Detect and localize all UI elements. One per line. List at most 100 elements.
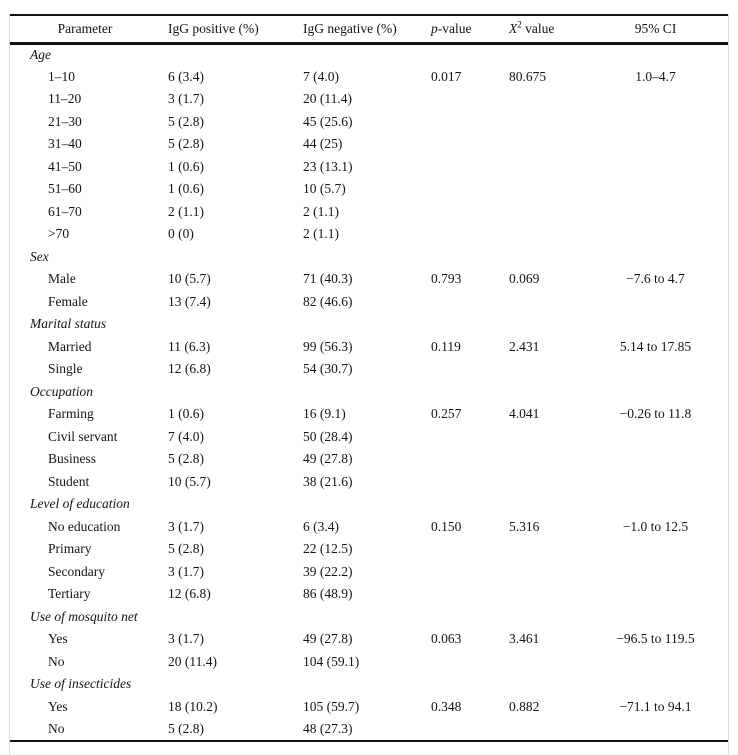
section-row: Use of mosquito net [10, 606, 728, 629]
cell-igg-negative: 2 (1.1) [303, 226, 339, 242]
cell-igg-negative: 38 (21.6) [303, 473, 353, 489]
cell-igg-positive: 6 (3.4) [168, 68, 204, 84]
cell-95-ci [583, 538, 728, 561]
p-value-italic-part: p [431, 20, 438, 36]
cell-igg-positive: 10 (5.7) [168, 473, 211, 489]
cell-igg-positive: 1 (0.6) [168, 406, 204, 422]
cell-igg-positive: 3 (1.7) [168, 91, 204, 107]
cell-parameter: Single [48, 361, 83, 377]
col-header-95-ci: 95% CI [583, 15, 728, 45]
header-row: Parameter IgG positive (%) IgG negative … [10, 15, 728, 45]
cell-parameter: No [48, 720, 65, 736]
cell-95-ci: −7.6 to 4.7 [626, 271, 685, 287]
table-row: Male 10 (5.7) 71 (40.3) 0.793 0.069 −7.6 to 4… [10, 268, 728, 291]
col-header-parameter: Parameter [10, 15, 160, 45]
cell-95-ci: −96.5 to 119.5 [616, 631, 695, 647]
cell-igg-positive: 5 (2.8) [168, 541, 204, 557]
cell-95-ci: 5.14 to 17.85 [619, 338, 692, 354]
cell-parameter: Civil servant [48, 428, 118, 444]
cell-95-ci [583, 358, 728, 381]
cell-igg-negative: 105 (59.7) [303, 698, 360, 714]
cell-95-ci [583, 448, 728, 471]
table-row: 61–70 2 (1.1) 2 (1.1) [10, 201, 728, 224]
section-row: Age [10, 43, 728, 66]
cell-parameter: Student [48, 473, 90, 489]
cell-igg-positive: 3 (1.7) [168, 518, 204, 534]
cell-chi-value [498, 561, 583, 584]
table-row: No education 3 (1.7) 6 (3.4) 0.150 5.316 −1.0… [10, 516, 728, 539]
section-label: Use of insecticides [30, 676, 132, 692]
section-label: Sex [30, 248, 49, 264]
section-row: Sex [10, 246, 728, 269]
table-row: Single 12 (6.8) 54 (30.7) [10, 358, 728, 381]
cell-parameter: 41–50 [48, 158, 82, 174]
cell-95-ci [583, 718, 728, 741]
cell-95-ci [583, 291, 728, 314]
cell-p-value: 0.257 [431, 406, 462, 422]
cell-chi-value: 0.882 [509, 698, 540, 714]
cell-igg-negative: 44 (25) [303, 136, 343, 152]
section-label: Level of education [30, 496, 130, 512]
section-label: Use of mosquito net [30, 608, 138, 624]
cell-igg-negative: 39 (22.2) [303, 563, 353, 579]
table-row: Tertiary 12 (6.8) 86 (48.9) [10, 583, 728, 606]
cell-chi-value [498, 156, 583, 179]
cell-igg-positive: 12 (6.8) [168, 361, 211, 377]
section-row: Marital status [10, 313, 728, 336]
cell-p-value [424, 178, 498, 201]
cell-parameter: Married [48, 338, 92, 354]
cell-chi-value: 2.431 [509, 338, 540, 354]
table-header: Parameter IgG positive (%) IgG negative … [10, 15, 728, 45]
cell-parameter: Secondary [48, 563, 105, 579]
cell-parameter: 21–30 [48, 113, 82, 129]
cell-igg-negative: 54 (30.7) [303, 361, 353, 377]
cell-p-value: 0.119 [431, 338, 461, 354]
section-label: Occupation [30, 383, 93, 399]
cell-igg-positive: 11 (6.3) [168, 338, 211, 354]
table-row: Secondary 3 (1.7) 39 (22.2) [10, 561, 728, 584]
cell-p-value [424, 651, 498, 674]
table-row: Civil servant 7 (4.0) 50 (28.4) [10, 426, 728, 449]
cell-p-value [424, 561, 498, 584]
cell-parameter: 51–60 [48, 181, 82, 197]
cell-95-ci: −0.26 to 11.8 [619, 406, 692, 422]
table-row: Yes 3 (1.7) 49 (27.8) 0.063 3.461 −96.5 to 11… [10, 628, 728, 651]
cell-igg-positive: 1 (0.6) [168, 158, 204, 174]
cell-p-value [424, 88, 498, 111]
cell-95-ci [583, 156, 728, 179]
cell-igg-positive: 2 (1.1) [168, 203, 204, 219]
cell-igg-negative: 6 (3.4) [303, 518, 339, 534]
cell-igg-negative: 50 (28.4) [303, 428, 353, 444]
cell-95-ci [583, 133, 728, 156]
cell-parameter: 11–20 [48, 91, 82, 107]
table-row: 1–10 6 (3.4) 7 (4.0) 0.017 80.675 1.0–4.7 [10, 66, 728, 89]
cell-chi-value [498, 223, 583, 246]
cell-chi-value [498, 426, 583, 449]
cell-p-value [424, 133, 498, 156]
cell-95-ci [583, 223, 728, 246]
cell-95-ci: −1.0 to 12.5 [622, 518, 689, 534]
cell-chi-value: 4.041 [509, 406, 540, 422]
cell-parameter: No education [48, 518, 121, 534]
cell-igg-positive: 12 (6.8) [168, 586, 211, 602]
cell-p-value [424, 538, 498, 561]
cell-chi-value [498, 291, 583, 314]
cell-igg-negative: 82 (46.6) [303, 293, 353, 309]
cell-igg-positive: 20 (11.4) [168, 653, 217, 669]
cell-igg-positive: 3 (1.7) [168, 631, 204, 647]
section-row: Occupation [10, 381, 728, 404]
cell-95-ci [583, 111, 728, 134]
cell-chi-value: 5.316 [509, 518, 540, 534]
cell-chi-value [498, 358, 583, 381]
chi-rest-part: value [521, 20, 555, 36]
cell-igg-negative: 23 (13.1) [303, 158, 353, 174]
cell-p-value [424, 471, 498, 494]
cell-igg-positive: 7 (4.0) [168, 428, 204, 444]
table-row: No 5 (2.8) 48 (27.3) [10, 718, 728, 741]
cell-igg-negative: 86 (48.9) [303, 586, 353, 602]
table-row: Student 10 (5.7) 38 (21.6) [10, 471, 728, 494]
cell-chi-value [498, 471, 583, 494]
table-row: 31–40 5 (2.8) 44 (25) [10, 133, 728, 156]
cell-igg-negative: 20 (11.4) [303, 91, 352, 107]
cell-p-value: 0.348 [431, 698, 462, 714]
